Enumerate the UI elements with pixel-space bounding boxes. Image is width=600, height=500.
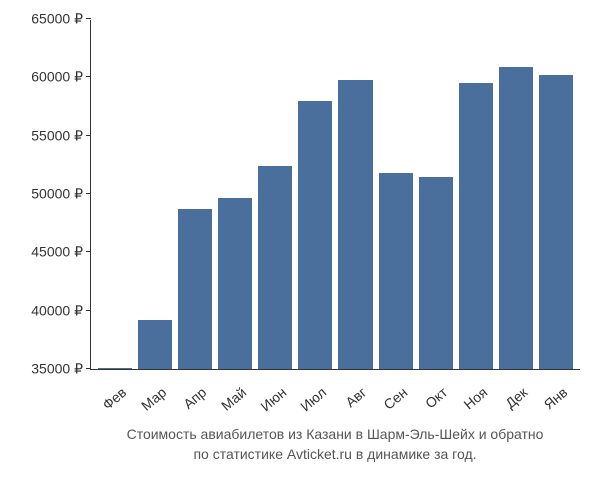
bar [138,320,172,369]
y-tick-label: 60000 ₽ [31,69,83,86]
y-tick-mark [86,18,91,19]
y-tick-mark [86,193,91,194]
caption-line-1: Стоимость авиабилетов из Казани в Шарм-Э… [90,425,580,445]
x-tick-label: Июл [306,373,332,395]
x-tick-label: Ноя [467,373,493,395]
y-tick-mark [86,310,91,311]
bar [258,166,292,369]
bars-group [91,20,580,369]
caption-line-2: по статистике Avticket.ru в динамике за … [90,445,580,465]
y-tick-mark [86,251,91,252]
y-tick-label: 45000 ₽ [31,244,83,261]
y-tick-label: 40000 ₽ [31,302,83,319]
x-tick-label: Фев [106,373,132,395]
x-tick-label: Окт [427,373,453,395]
chart-caption: Стоимость авиабилетов из Казани в Шарм-Э… [90,425,580,464]
bar [539,75,573,369]
bar [298,101,332,369]
bar [178,209,212,369]
x-tick-label: Июн [266,373,292,395]
bar [338,80,372,369]
x-tick-label: Мар [146,373,172,395]
price-chart: Фев Мар Апр Май Июн Июл Авг Сен Окт Ноя Дек Янв 350… [0,0,600,500]
y-tick-mark [86,135,91,136]
y-tick-mark [86,76,91,77]
x-tick-label: Янв [547,373,573,395]
y-tick-label: 35000 ₽ [31,361,83,378]
plot-area: ФевМарАпрМайИюнИюлАвгСенОктНояДекЯнв 350… [90,20,580,370]
bar [218,198,252,370]
x-tick-label: Авг [346,373,372,395]
x-tick-label: Дек [507,373,533,395]
bar [419,177,453,370]
bar [379,173,413,369]
y-tick-label: 55000 ₽ [31,127,83,144]
x-tick-label: Сен [387,373,413,395]
x-tick-label: Май [226,373,252,395]
bar [98,368,132,369]
x-tick-label: Апр [186,373,212,395]
y-tick-label: 50000 ₽ [31,186,83,203]
bar [459,83,493,369]
y-tick-mark [86,368,91,369]
bar [499,67,533,369]
y-tick-label: 65000 ₽ [31,11,83,28]
